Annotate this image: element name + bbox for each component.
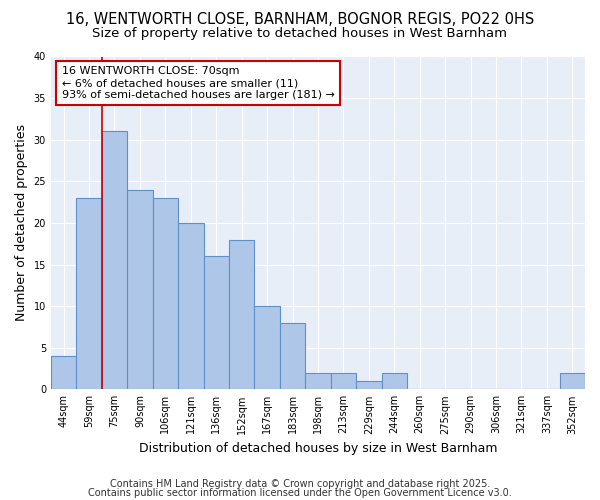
Bar (102, 132, 127, 390)
Bar (229, 240, 254, 390)
Bar (280, 322, 305, 390)
Text: 16, WENTWORTH CLOSE, BARNHAM, BOGNOR REGIS, PO22 0HS: 16, WENTWORTH CLOSE, BARNHAM, BOGNOR REG… (66, 12, 534, 28)
Bar (331, 372, 356, 390)
Bar (254, 306, 280, 390)
Bar (51, 356, 76, 390)
Bar (560, 372, 585, 390)
Text: Size of property relative to detached houses in West Barnham: Size of property relative to detached ho… (92, 26, 508, 40)
Text: Contains public sector information licensed under the Open Government Licence v3: Contains public sector information licen… (88, 488, 512, 498)
Bar (152, 198, 178, 390)
Text: Contains HM Land Registry data © Crown copyright and database right 2025.: Contains HM Land Registry data © Crown c… (110, 479, 490, 489)
Bar (305, 372, 331, 390)
Text: 16 WENTWORTH CLOSE: 70sqm
← 6% of detached houses are smaller (11)
93% of semi-d: 16 WENTWORTH CLOSE: 70sqm ← 6% of detach… (62, 66, 334, 100)
Y-axis label: Number of detached properties: Number of detached properties (15, 124, 28, 322)
Bar (76, 198, 102, 390)
Bar (127, 190, 152, 390)
Bar (382, 372, 407, 390)
X-axis label: Distribution of detached houses by size in West Barnham: Distribution of detached houses by size … (139, 442, 497, 455)
Bar (178, 223, 203, 390)
Bar (203, 256, 229, 390)
Bar (356, 381, 382, 390)
